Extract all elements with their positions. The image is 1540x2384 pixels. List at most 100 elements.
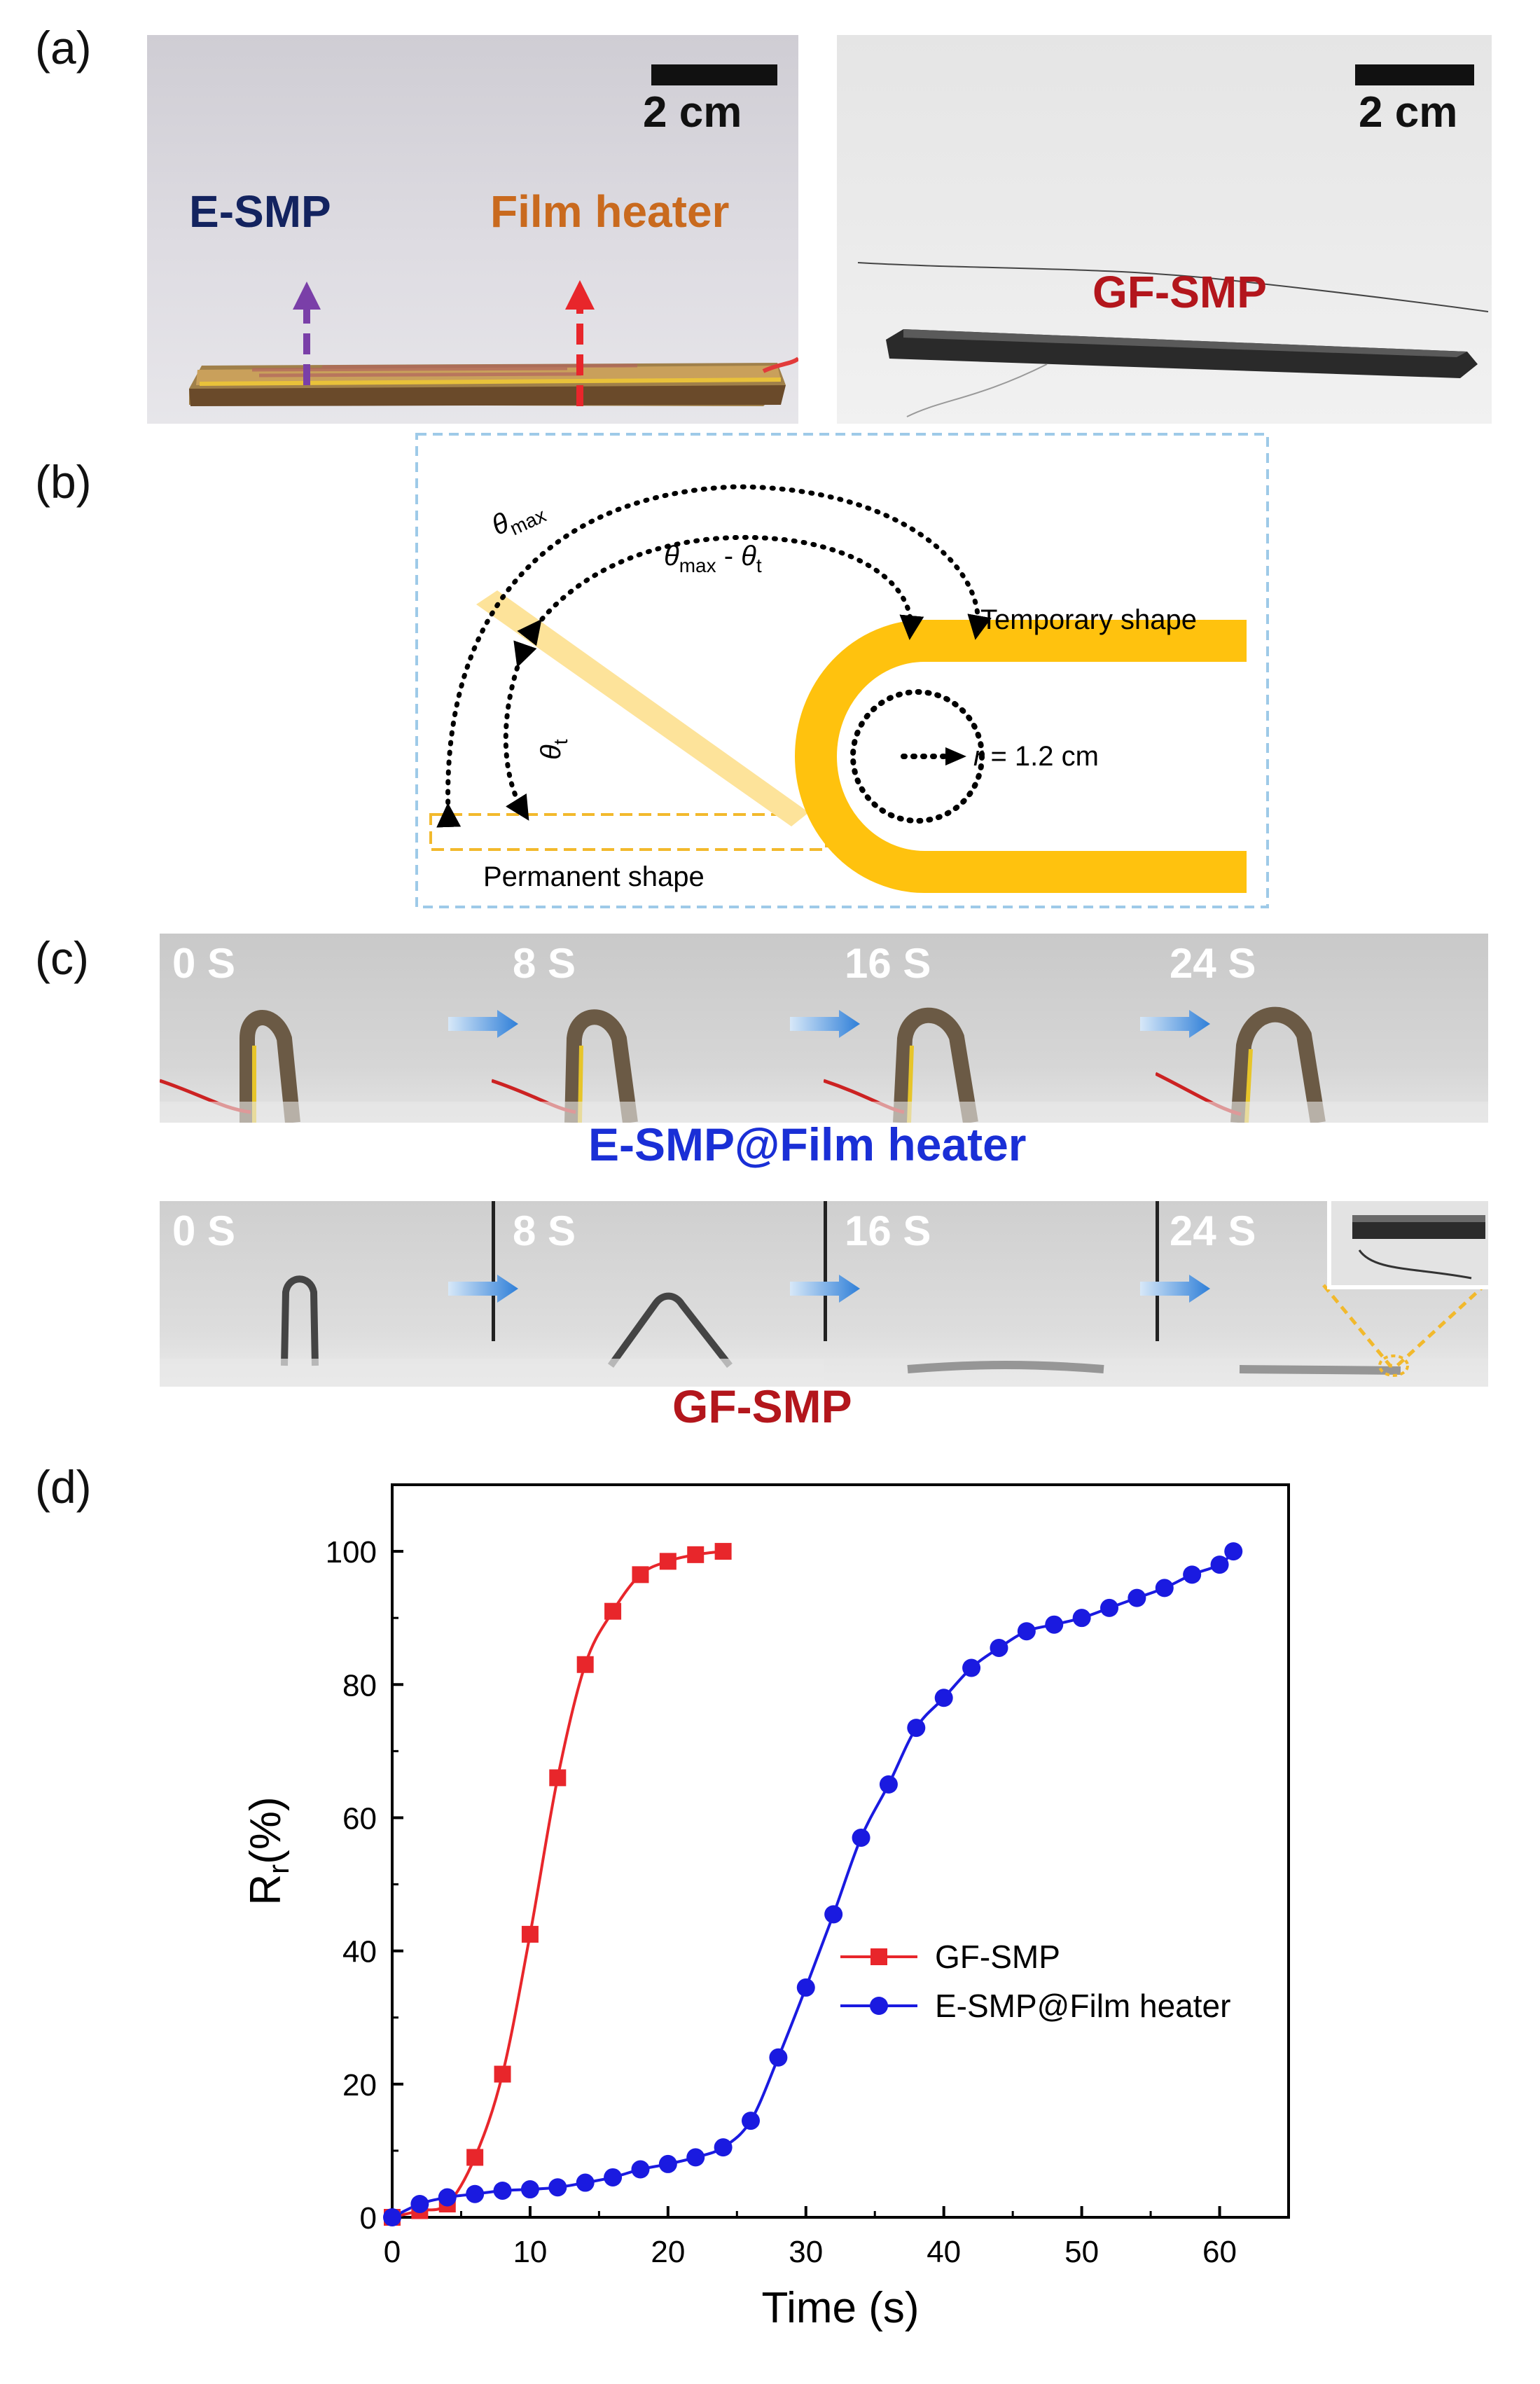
row2-arrow-1 (448, 1275, 518, 1303)
row1-frame-1: 8 S (492, 934, 824, 1123)
row1-time-0: 0 S (172, 940, 236, 987)
point-esmp-heater-21 (962, 1658, 981, 1677)
row2-inset (1327, 1201, 1488, 1289)
point-esmp-heater-23 (1017, 1622, 1036, 1641)
photo-gf-smp: 2 cm GF-SMP (837, 35, 1492, 424)
y-tick-label-0: 0 (360, 2201, 377, 2236)
point-gf-smp-5 (521, 1925, 539, 1943)
row2-frame-0: 0 S (160, 1201, 492, 1387)
theta-diff-label: θmax - θt (664, 541, 762, 576)
point-esmp-heater-26 (1100, 1598, 1118, 1617)
point-gf-smp-11 (687, 1546, 705, 1563)
point-esmp-heater-13 (742, 2112, 760, 2130)
row1-sequence: 0 S 8 S 16 S 24 S (160, 934, 1488, 1123)
theta-t-label: θt (536, 739, 571, 760)
row1-arrow-2 (790, 1010, 860, 1038)
row1-arrow-3 (1140, 1010, 1210, 1038)
shape-memory-diagram: θmax θmax - θt θt Temporary shape Perman… (415, 433, 1269, 908)
point-esmp-heater-29 (1183, 1565, 1202, 1584)
point-esmp-heater-22 (990, 1638, 1008, 1657)
point-esmp-heater-12 (714, 2138, 733, 2157)
film-heater-strip (189, 356, 798, 406)
radius-label: r = 1.2 cm (973, 741, 1099, 772)
label-esmp: E-SMP (189, 186, 331, 237)
scale-label-left: 2 cm (643, 88, 742, 137)
point-esmp-heater-19 (907, 1719, 926, 1738)
recovery-ratio-chart: 0 10 20 30 40 50 60 0 20 40 60 80 100 Time (s) Rr(%)… (242, 1483, 1290, 2332)
theta-t-arc (503, 640, 537, 821)
point-esmp-heater-6 (548, 2178, 567, 2197)
scale-bar-left (651, 64, 777, 85)
point-gf-smp-6 (549, 1769, 567, 1787)
point-esmp-heater-11 (686, 2148, 705, 2167)
row2-sequence: 0 S 8 S 16 S 24 S (160, 1201, 1488, 1387)
point-esmp-heater-28 (1155, 1579, 1174, 1598)
point-esmp-heater-15 (796, 1978, 815, 1997)
row2-caption: GF-SMP (672, 1380, 852, 1432)
x-tick-label-5: 50 (1064, 2235, 1099, 2269)
point-esmp-heater-31 (1224, 1542, 1243, 1561)
point-gf-smp-4 (494, 2065, 511, 2083)
panel-c-label: (c) (35, 932, 89, 984)
x-tick-label-3: 30 (789, 2235, 823, 2269)
point-esmp-heater-3 (466, 2184, 485, 2203)
point-gf-smp-12 (714, 1543, 732, 1560)
point-esmp-heater-5 (520, 2180, 539, 2199)
x-axis-label: Time (s) (762, 2284, 920, 2332)
x-tick-label-2: 20 (651, 2235, 685, 2269)
photo-esmp-film-heater: 2 cm E-SMP Film heater (147, 35, 798, 424)
scale-label-right: 2 cm (1359, 88, 1458, 137)
permanent-shape-label: Permanent shape (483, 861, 705, 892)
row2-time-2: 16 S (845, 1207, 931, 1254)
y-axis-label: Rr(%) (242, 1796, 295, 1905)
label-gf-smp: GF-SMP (1092, 267, 1267, 317)
scale-bar-right (1355, 64, 1474, 85)
point-esmp-heater-14 (769, 2048, 788, 2067)
point-esmp-heater-20 (934, 1689, 953, 1707)
point-gf-smp-9 (632, 1566, 649, 1583)
point-esmp-heater-25 (1072, 1609, 1091, 1628)
y-tick-label-2: 40 (342, 1935, 377, 1969)
row1-frame-2: 16 S (824, 934, 1156, 1123)
permanent-shape-outline (429, 813, 828, 851)
row2-frame-1: 8 S (492, 1201, 824, 1387)
legend-label-0: GF-SMP (935, 1939, 1060, 1975)
point-esmp-heater-24 (1045, 1615, 1064, 1634)
point-gf-smp-7 (576, 1656, 594, 1673)
row2-frame-3: 24 S (1156, 1201, 1488, 1387)
panel-a-label: (a) (35, 22, 92, 74)
row1-caption: E-SMP@Film heater (588, 1118, 1027, 1170)
row1-frame-3: 24 S (1156, 934, 1488, 1123)
point-esmp-heater-4 (493, 2181, 512, 2200)
row2-time-1: 8 S (513, 1207, 576, 1254)
temporary-shape-label: Temporary shape (980, 604, 1197, 635)
row2-arrow-3 (1140, 1275, 1210, 1303)
plot-frame (391, 1483, 1290, 2219)
panel-b-label: (b) (35, 456, 92, 508)
point-gf-smp-3 (466, 2149, 484, 2166)
point-esmp-heater-1 (410, 2194, 429, 2213)
point-esmp-heater-8 (604, 2168, 623, 2187)
legend-marker-1 (870, 1997, 888, 2015)
point-esmp-heater-30 (1210, 1555, 1229, 1574)
point-esmp-heater-17 (852, 1828, 870, 1847)
x-tick-label-6: 60 (1202, 2235, 1237, 2269)
point-esmp-heater-27 (1128, 1588, 1146, 1607)
series-line-1 (391, 1550, 1235, 2219)
row2-time-0: 0 S (172, 1207, 236, 1254)
point-esmp-heater-10 (658, 2154, 677, 2173)
row1-time-2: 16 S (845, 940, 931, 987)
panel-d-label: (d) (35, 1461, 92, 1513)
y-tick-label-3: 60 (342, 1801, 377, 1836)
label-film-heater: Film heater (490, 186, 730, 237)
series-line-0 (391, 1550, 723, 2219)
point-esmp-heater-9 (631, 2160, 650, 2179)
x-tick-label-4: 40 (927, 2235, 961, 2269)
x-tick-label-1: 10 (513, 2235, 547, 2269)
row2-time-3: 24 S (1170, 1207, 1256, 1254)
point-esmp-heater-16 (824, 1905, 843, 1924)
point-esmp-heater-2 (438, 2188, 457, 2207)
gf-smp-sample (857, 262, 1489, 417)
theta-max-label: θmax (487, 492, 549, 546)
row1-arrow-1 (448, 1010, 518, 1038)
